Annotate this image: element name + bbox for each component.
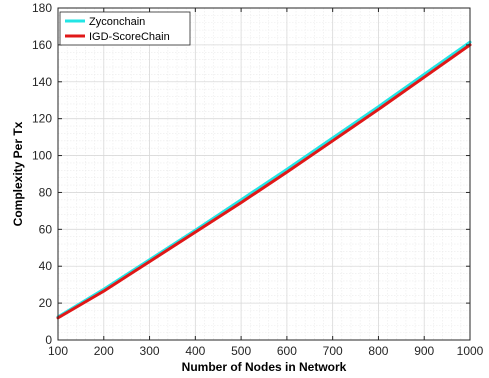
x-tick-label: 500 xyxy=(231,344,251,358)
minor-grid xyxy=(57,7,471,341)
x-tick-label: 800 xyxy=(368,344,388,358)
major-grid xyxy=(57,7,471,341)
plot-frame xyxy=(57,7,471,341)
y-tick-label: 40 xyxy=(39,259,53,273)
legend: Zyconchain IGD-ScoreChain xyxy=(59,11,191,46)
series-lines xyxy=(56,40,472,320)
y-tick-label: 20 xyxy=(39,296,53,310)
y-tick-label: 180 xyxy=(32,1,52,15)
y-tick-label: 100 xyxy=(32,149,52,163)
x-axis-label: Number of Nodes in Network xyxy=(182,360,347,374)
y-tick-label: 80 xyxy=(39,185,53,199)
y-tick-label: 160 xyxy=(32,38,52,52)
y-tick-label: 0 xyxy=(45,333,52,347)
legend-label-zyconchain: Zyconchain xyxy=(89,16,145,28)
legend-label-igd-scorechain: IGD-ScoreChain xyxy=(89,31,170,43)
legend-box xyxy=(59,11,191,46)
y-axis-label: Complexity Per Tx xyxy=(11,121,25,226)
series-line-zyconchain xyxy=(56,40,472,319)
x-axis-ticks: 100 200 300 400 500 600 700 800 900 1000 xyxy=(48,8,484,358)
y-tick-label: 60 xyxy=(39,222,53,236)
y-axis-ticks: 0 20 40 60 80 100 120 140 160 180 xyxy=(32,1,470,347)
y-tick-label: 140 xyxy=(32,75,52,89)
x-tick-label: 200 xyxy=(94,344,114,358)
x-tick-label: 900 xyxy=(414,344,434,358)
x-tick-label: 100 xyxy=(48,344,68,358)
x-tick-label: 300 xyxy=(140,344,160,358)
x-tick-label: 600 xyxy=(277,344,297,358)
x-tick-label: 1000 xyxy=(457,344,484,358)
series-line-igd-scorechain xyxy=(56,43,472,320)
y-tick-label: 120 xyxy=(32,112,52,126)
x-tick-label: 700 xyxy=(323,344,343,358)
x-tick-label: 400 xyxy=(185,344,205,358)
